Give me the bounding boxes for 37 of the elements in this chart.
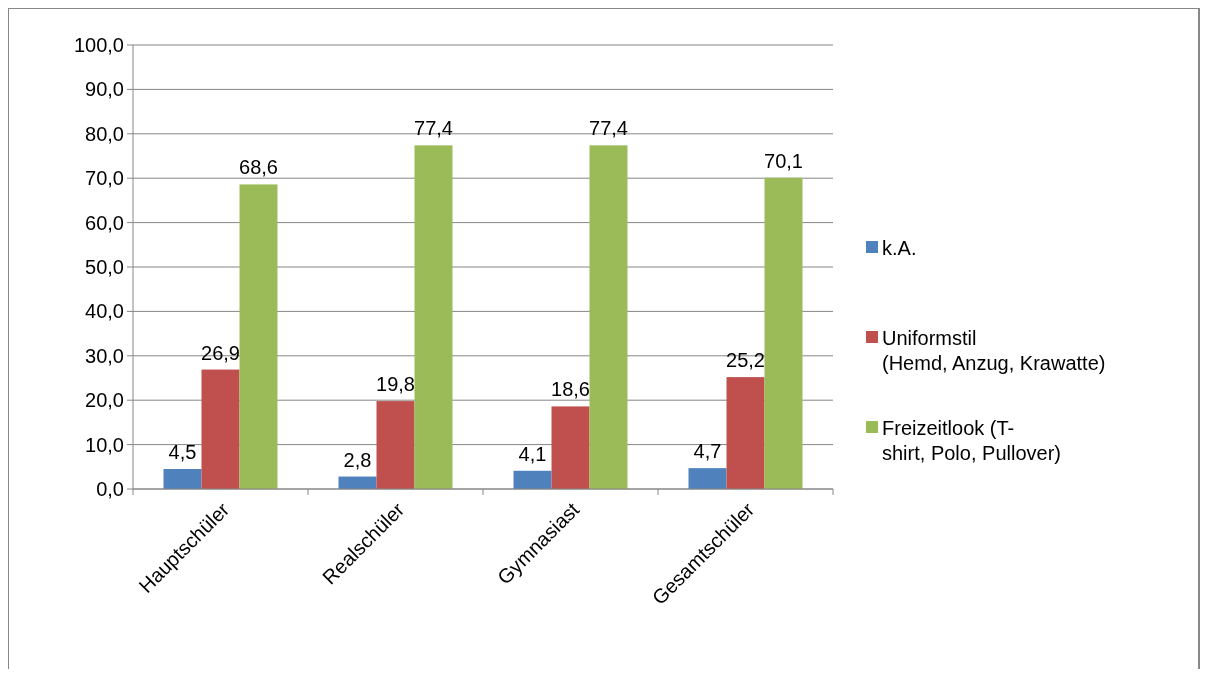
bar (239, 184, 278, 489)
data-label: 68,6 (239, 156, 278, 179)
y-tick-label: 70,0 (85, 167, 124, 190)
y-tick-label: 90,0 (85, 78, 124, 101)
data-label: 2,8 (343, 448, 372, 471)
y-tick-label: 100,0 (73, 34, 124, 56)
bar (513, 470, 552, 489)
bar (688, 468, 727, 489)
data-label: 25,2 (726, 349, 765, 372)
y-tick-label: 0,0 (96, 478, 124, 500)
bar (764, 177, 803, 489)
y-tick-label: 60,0 (85, 211, 124, 234)
y-tick-label: 10,0 (85, 433, 124, 456)
data-label: 26,9 (201, 341, 240, 364)
data-label: 18,6 (551, 378, 590, 401)
data-label: 4,7 (693, 440, 722, 463)
data-label: 77,4 (414, 117, 453, 140)
y-tick-label: 30,0 (85, 344, 124, 367)
data-label: 4,5 (168, 441, 197, 464)
data-label: 70,1 (764, 149, 803, 172)
bar (589, 145, 628, 489)
legend-label: Freizeitlook (T- shirt, Polo, Pullover) (882, 417, 1061, 464)
y-tick-label: 80,0 (85, 122, 124, 145)
data-label: 4,1 (518, 442, 547, 465)
bar (551, 406, 590, 489)
y-tick-label: 40,0 (85, 300, 124, 323)
legend-label: Uniformstil (Hemd, Anzug, Krawatte) (882, 327, 1106, 374)
bar (726, 377, 765, 489)
bar (163, 469, 202, 489)
data-label: 19,8 (376, 373, 415, 396)
data-label: 77,4 (589, 117, 628, 140)
bar (376, 401, 415, 489)
y-tick-label: 50,0 (85, 256, 124, 278)
bar (414, 145, 453, 489)
legend-label: k.A. (882, 237, 917, 259)
bar (201, 369, 240, 489)
y-tick-label: 20,0 (85, 389, 124, 412)
